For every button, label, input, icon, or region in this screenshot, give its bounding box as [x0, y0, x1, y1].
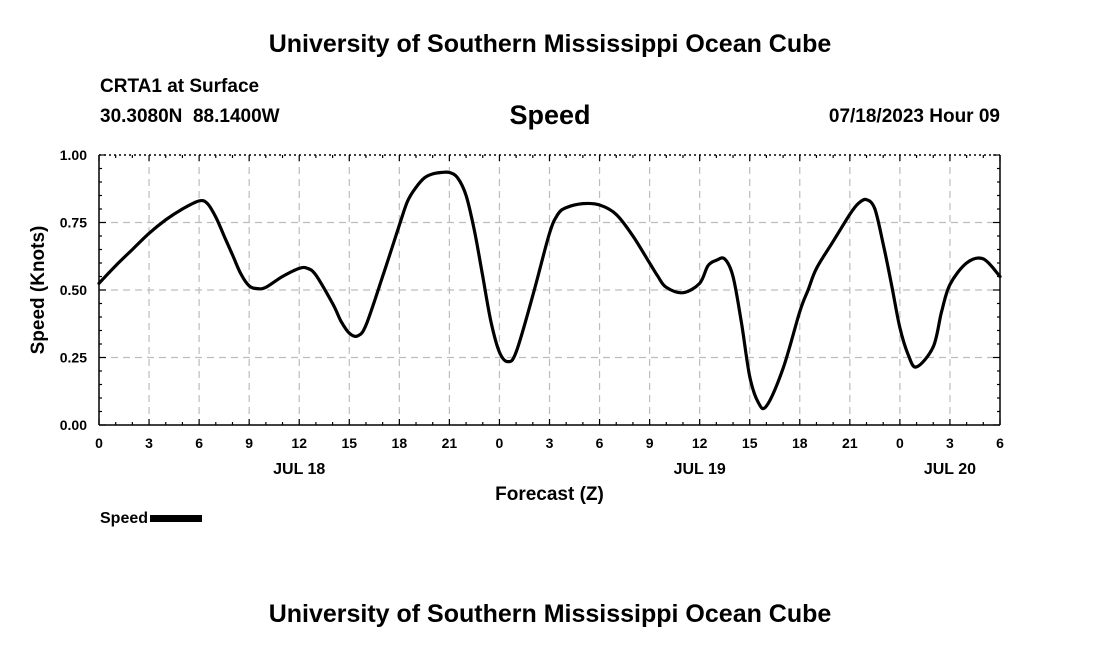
x-tick-label: 6: [195, 435, 203, 451]
series-line-speed: [97, 170, 1002, 411]
x-tick-label: 0: [496, 435, 504, 451]
y-tick-label: 0.25: [60, 350, 87, 366]
date-label: JUL 20: [924, 461, 976, 478]
legend-label: Speed: [100, 510, 149, 527]
x-tick-label: 18: [392, 435, 408, 451]
x-tick-label: 15: [341, 435, 357, 451]
x-tick-label: 0: [896, 435, 904, 451]
date-label: JUL 19: [674, 461, 726, 478]
x-tick-label: 0: [95, 435, 103, 451]
footer-title: University of Southern Mississippi Ocean…: [268, 600, 832, 628]
datetime-label: 07/18/2023 Hour 09: [828, 106, 1000, 127]
y-tick-label: 0.75: [60, 215, 87, 231]
x-tick-label: 6: [996, 435, 1004, 451]
x-tick-label: 12: [692, 435, 708, 451]
legend: Speed: [100, 510, 203, 528]
y-tick-label: 0.50: [60, 282, 87, 298]
x-tick-label: 3: [946, 435, 954, 451]
x-tick-label: 12: [291, 435, 307, 451]
date-label: JUL 18: [273, 461, 325, 478]
x-tick-label: 21: [442, 435, 458, 451]
x-tick-label: 3: [546, 435, 554, 451]
coordinates-label: 30.3080N 88.1400W: [100, 106, 280, 127]
x-tick-label: 6: [596, 435, 604, 451]
station-label: CRTA1 at Surface: [100, 76, 260, 97]
x-tick-label: 18: [792, 435, 808, 451]
x-tick-label: 15: [742, 435, 758, 451]
y-tick-label: 1.00: [60, 147, 87, 163]
variable-title: Speed: [509, 100, 591, 130]
y-tick-label: 0.00: [60, 417, 87, 433]
x-tick-label: 21: [842, 435, 858, 451]
x-axis-label: Forecast (Z): [495, 484, 604, 505]
chart-title: University of Southern Mississippi Ocean…: [268, 30, 832, 58]
x-tick-label: 3: [145, 435, 153, 451]
x-tick-label: 9: [245, 435, 253, 451]
y-axis-label: Speed (Knots): [28, 226, 49, 355]
x-tick-label: 9: [646, 435, 654, 451]
legend-swatch: [150, 515, 203, 523]
